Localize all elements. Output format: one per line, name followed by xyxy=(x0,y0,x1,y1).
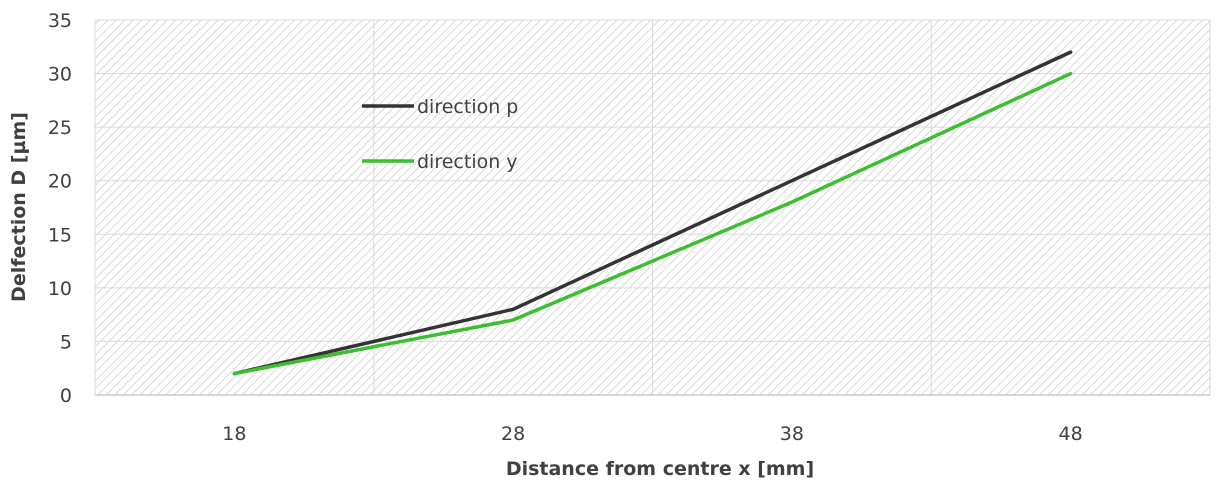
x-axis-title: Distance from centre x [mm] xyxy=(506,458,814,480)
x-tick-labels: 18 28 38 48 xyxy=(222,423,1082,445)
y-axis-title: Delfection D [µm] xyxy=(8,112,30,302)
legend-label: direction y xyxy=(417,151,518,173)
x-tick-label: 38 xyxy=(780,423,804,445)
legend: direction p direction y xyxy=(362,96,518,173)
y-tick-label: 15 xyxy=(48,224,72,246)
series-line xyxy=(232,71,1073,376)
y-tick-label: 25 xyxy=(48,117,72,139)
x-tick-label: 18 xyxy=(222,423,246,445)
gridlines xyxy=(94,19,1211,395)
y-tick-label: 10 xyxy=(48,278,72,300)
y-tick-labels: 0 5 10 15 20 25 30 35 xyxy=(48,10,72,407)
series-lines xyxy=(232,50,1073,376)
y-tick-label: 20 xyxy=(48,171,72,193)
y-tick-label: 0 xyxy=(60,385,72,407)
series-line xyxy=(232,50,1073,376)
x-tick-label: 48 xyxy=(1059,423,1083,445)
y-tick-label: 5 xyxy=(60,331,72,353)
x-tick-label: 28 xyxy=(501,423,525,445)
legend-label: direction p xyxy=(417,96,518,118)
y-tick-label: 30 xyxy=(48,64,72,86)
y-tick-label: 35 xyxy=(48,10,72,32)
